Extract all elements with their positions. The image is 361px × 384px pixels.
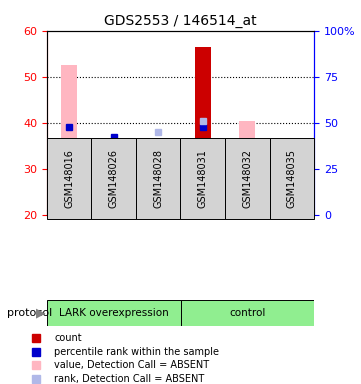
Text: value, Detection Call = ABSENT: value, Detection Call = ABSENT <box>54 360 209 370</box>
Text: GSM148026: GSM148026 <box>109 149 119 208</box>
Text: rank, Detection Call = ABSENT: rank, Detection Call = ABSENT <box>54 374 204 384</box>
Text: percentile rank within the sample: percentile rank within the sample <box>54 347 219 357</box>
Text: GSM148016: GSM148016 <box>64 149 74 208</box>
Text: GSM148032: GSM148032 <box>242 149 252 208</box>
Text: protocol: protocol <box>7 308 52 318</box>
FancyBboxPatch shape <box>270 138 314 219</box>
Bar <box>151 157 166 215</box>
Title: GDS2553 / 146514_at: GDS2553 / 146514_at <box>104 14 257 28</box>
Bar <box>61 65 77 215</box>
Text: LARK overexpression: LARK overexpression <box>59 308 169 318</box>
FancyBboxPatch shape <box>91 138 136 219</box>
FancyBboxPatch shape <box>47 300 180 326</box>
Bar <box>195 47 210 215</box>
Text: GSM148028: GSM148028 <box>153 149 163 208</box>
FancyBboxPatch shape <box>136 138 180 219</box>
Text: control: control <box>229 308 265 318</box>
Bar <box>239 121 255 215</box>
FancyBboxPatch shape <box>180 300 314 326</box>
Text: count: count <box>54 333 82 343</box>
FancyBboxPatch shape <box>225 138 270 219</box>
Text: GSM148035: GSM148035 <box>287 149 297 208</box>
Bar <box>106 197 122 215</box>
FancyBboxPatch shape <box>180 138 225 219</box>
Text: ▶: ▶ <box>36 306 46 319</box>
FancyBboxPatch shape <box>47 138 91 219</box>
Bar <box>284 183 300 215</box>
Text: GSM148031: GSM148031 <box>198 149 208 208</box>
